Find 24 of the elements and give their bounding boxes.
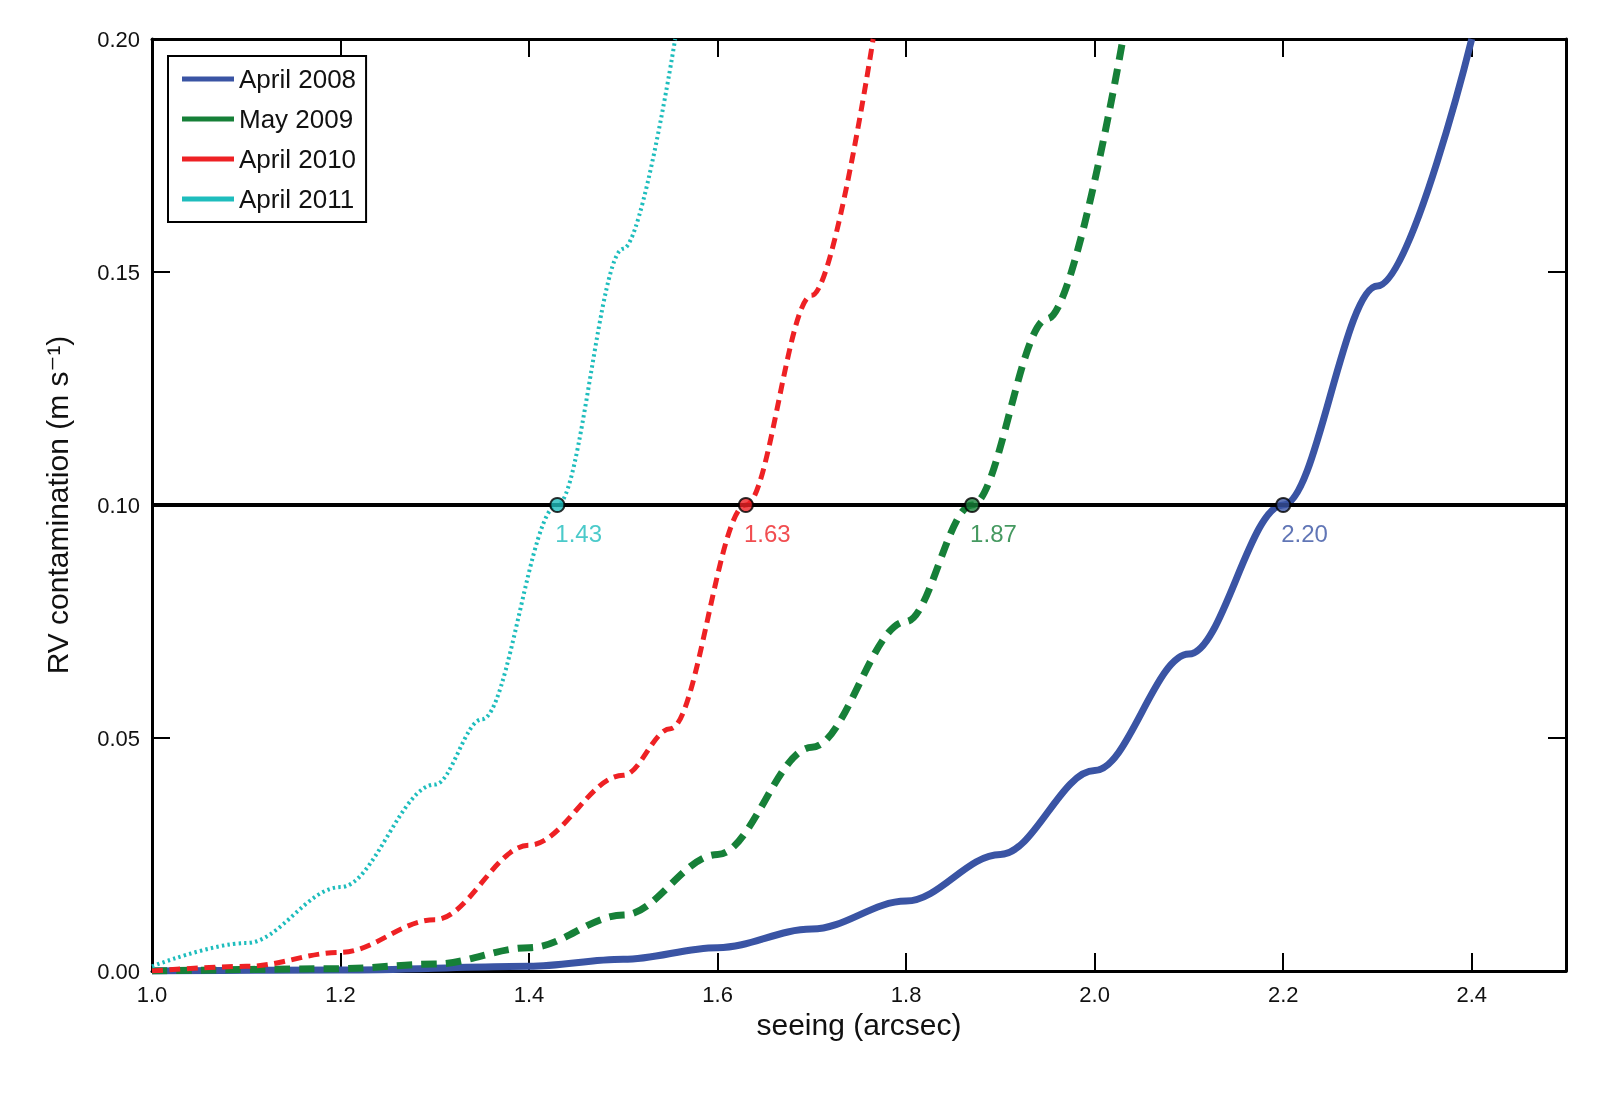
legend-label: April 2011: [239, 184, 355, 214]
x-tick-label: 1.0: [136, 981, 168, 1007]
x-axis-title: seeing (arcsec): [756, 1008, 962, 1042]
legend-label: May 2009: [239, 104, 354, 134]
x-tick-label: 2.4: [1456, 981, 1488, 1007]
legend-label: April 2008: [239, 64, 357, 94]
x-tick-label: 1.6: [702, 981, 733, 1007]
x-tick-label: 1.2: [325, 981, 356, 1007]
y-tick-label: 0.20: [97, 26, 140, 52]
x-tick-label: 2.2: [1267, 981, 1299, 1007]
annotation: 1.43: [555, 519, 603, 547]
annotation: 1.87: [970, 519, 1017, 547]
y-tick-label: 0.00: [97, 958, 140, 984]
annotation: 1.63: [743, 519, 791, 547]
y-tick-label: 0.10: [97, 492, 140, 518]
y-axis-title: RV contamination (m s⁻¹): [40, 335, 74, 675]
y-tick-label: 0.05: [97, 725, 140, 751]
x-tick-label: 1.8: [890, 981, 922, 1007]
annotation: 2.20: [1281, 519, 1328, 547]
y-tick-label: 0.15: [97, 259, 140, 285]
legend-label: April 2010: [239, 144, 357, 174]
line-series: [150, 37, 678, 969]
x-tick-label: 2.0: [1079, 981, 1110, 1007]
x-tick-label: 1.4: [513, 981, 545, 1007]
